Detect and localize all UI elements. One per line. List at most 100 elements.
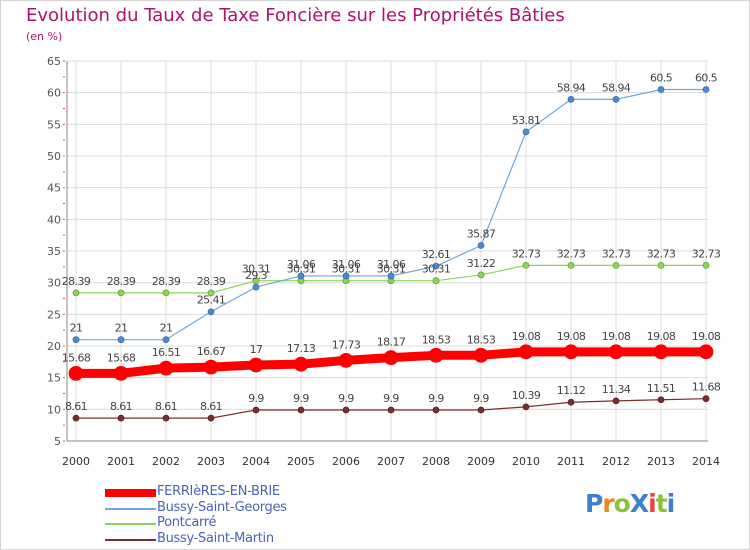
data-label: 31.06 <box>377 258 406 271</box>
data-point <box>477 242 485 249</box>
data-point <box>432 277 440 285</box>
data-label: 32.73 <box>512 247 541 260</box>
data-point <box>657 396 665 404</box>
y-tick-label: 20 <box>47 340 61 353</box>
data-label: 17.13 <box>287 342 316 355</box>
data-point <box>117 414 125 422</box>
y-tick-label: 65 <box>47 55 61 68</box>
data-point <box>72 289 80 297</box>
data-point <box>567 95 575 103</box>
y-tick-label: 10 <box>47 403 61 416</box>
x-tick-label: 2008 <box>422 455 450 468</box>
y-tick-label: 55 <box>47 118 61 131</box>
data-point <box>702 86 710 93</box>
data-label: 35.87 <box>467 227 496 240</box>
x-tick-label: 2002 <box>152 455 180 468</box>
data-point <box>473 347 489 363</box>
data-point <box>293 356 309 372</box>
data-point <box>428 347 444 363</box>
data-point <box>702 395 710 403</box>
data-label: 11.34 <box>602 383 631 396</box>
data-point <box>563 344 579 360</box>
legend-swatch <box>105 523 156 525</box>
legend-label: Bussy-Saint-Martin <box>157 530 274 546</box>
data-label: 11.68 <box>692 381 721 394</box>
data-label: 32.73 <box>647 247 676 260</box>
data-label: 19.08 <box>647 330 676 343</box>
y-tick-label: 45 <box>47 182 61 195</box>
y-tick-label: 35 <box>47 245 61 258</box>
data-label: 21 <box>70 322 83 335</box>
legend-label: FERRIèRES-EN-BRIE <box>157 484 280 499</box>
data-label: 19.08 <box>692 330 721 343</box>
data-point <box>432 262 440 270</box>
data-point <box>387 406 395 414</box>
data-label: 29.3 <box>245 269 268 282</box>
data-label: 60.5 <box>695 72 718 85</box>
data-point <box>207 289 215 297</box>
data-point <box>207 414 215 422</box>
logo-letter: X <box>629 489 649 518</box>
data-label: 53.81 <box>512 114 541 127</box>
data-point <box>252 406 260 414</box>
data-point <box>657 261 665 269</box>
logo-letter: r <box>602 489 614 518</box>
data-point <box>158 360 174 376</box>
logo-letter: t <box>655 489 668 518</box>
x-tick-label: 2011 <box>557 455 585 468</box>
data-label: 11.12 <box>557 384 586 397</box>
logo-letter: i <box>648 489 657 518</box>
data-label: 28.39 <box>197 275 226 288</box>
data-label: 30.31 <box>422 263 451 276</box>
data-label: 28.39 <box>107 275 136 288</box>
data-label: 21 <box>115 322 128 335</box>
y-tick-label: 60 <box>47 87 61 100</box>
data-label: 16.67 <box>197 345 226 358</box>
data-point <box>702 261 710 269</box>
x-tick-label: 2004 <box>242 455 270 468</box>
data-label: 10.39 <box>512 389 541 402</box>
data-point <box>342 272 350 280</box>
data-point <box>117 336 125 344</box>
data-label: 16.51 <box>152 346 181 359</box>
data-point <box>162 289 170 297</box>
data-label: 31.06 <box>287 258 316 271</box>
data-label: 9.9 <box>338 392 354 405</box>
x-tick-label: 2000 <box>62 455 90 468</box>
logo-letter: i <box>666 489 676 518</box>
data-label: 17.73 <box>332 338 361 351</box>
data-label: 30.31 <box>287 263 316 276</box>
data-label: 31.22 <box>467 257 496 270</box>
data-point <box>297 406 305 414</box>
data-label: 9.9 <box>248 392 264 405</box>
data-label: 9.9 <box>473 392 489 405</box>
data-point <box>203 359 219 375</box>
data-point <box>72 414 80 422</box>
y-tick-label: 15 <box>47 372 61 385</box>
y-tick-label: 30 <box>47 277 61 290</box>
data-label: 58.94 <box>602 81 631 94</box>
data-label: 18.53 <box>467 333 496 346</box>
data-label: 19.08 <box>602 330 631 343</box>
data-label: 8.61 <box>155 400 177 413</box>
logo-letter: o <box>613 489 631 518</box>
legend-label: Bussy-Saint-Georges <box>157 499 287 515</box>
chart-title: Evolution du Taux de Taxe Foncière sur l… <box>26 5 565 26</box>
data-label: 28.39 <box>62 275 91 288</box>
data-label: 25.41 <box>197 294 226 307</box>
data-label: 31.06 <box>332 258 361 271</box>
data-label: 28.39 <box>152 275 181 288</box>
data-point <box>68 365 84 381</box>
data-point <box>522 128 530 136</box>
data-label: 11.51 <box>647 382 676 395</box>
data-point <box>522 261 530 269</box>
data-point <box>117 289 125 297</box>
legend-label: Pontcarré <box>157 515 217 530</box>
data-point <box>477 406 485 414</box>
x-tick-label: 2003 <box>197 455 225 468</box>
data-label: 8.61 <box>200 400 222 413</box>
data-label: 32.73 <box>692 247 721 260</box>
data-label: 21 <box>160 322 173 335</box>
data-label: 32.73 <box>602 247 631 260</box>
